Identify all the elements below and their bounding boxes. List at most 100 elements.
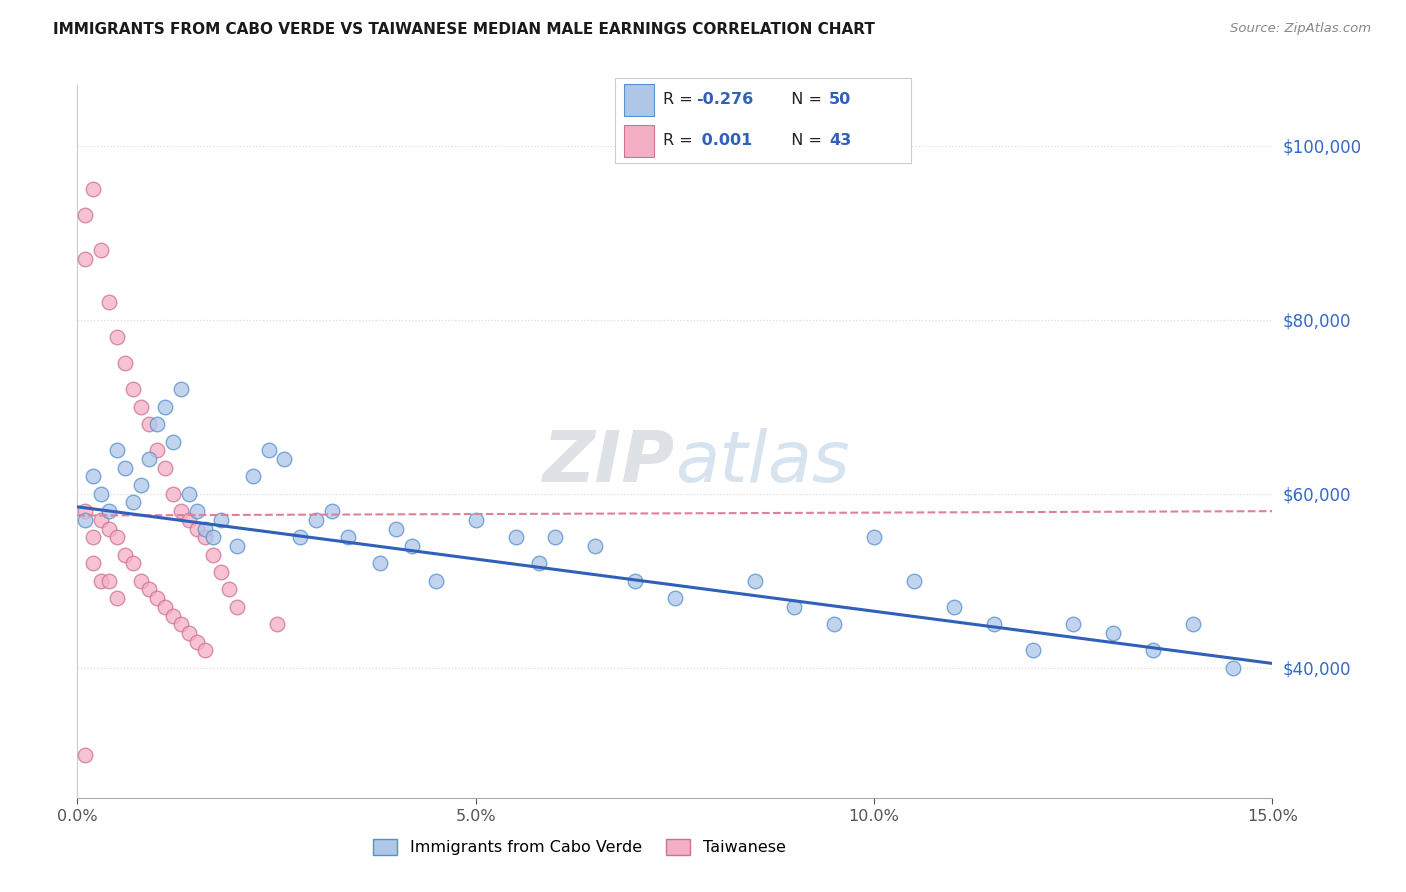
Point (425, 574, 447, 588)
Point (218, 582, 240, 597)
Point (105, 530, 128, 544)
Point (105, 591, 128, 606)
Point (1062, 617, 1084, 632)
Point (368, 557, 391, 571)
Point (90, 574, 112, 588)
Point (1222, 661, 1244, 675)
Point (209, 513, 232, 527)
Point (544, 530, 567, 544)
Point (903, 574, 925, 588)
Point (186, 522, 208, 536)
Point (170, 504, 193, 518)
Point (153, 400, 176, 414)
Point (194, 530, 217, 544)
Point (90, 513, 112, 527)
Point (98, 504, 121, 518)
Point (242, 469, 264, 483)
Point (75, 513, 97, 527)
Point (783, 599, 806, 614)
Point (162, 434, 184, 449)
Text: -0.276: -0.276 (696, 93, 754, 107)
Point (983, 617, 1005, 632)
Point (177, 513, 200, 527)
Point (1102, 626, 1125, 640)
Text: 43: 43 (830, 134, 852, 148)
Point (290, 530, 312, 544)
Point (194, 643, 217, 657)
Point (122, 382, 145, 396)
Text: Source: ZipAtlas.com: Source: ZipAtlas.com (1230, 22, 1371, 36)
Point (1022, 643, 1045, 657)
Point (624, 574, 647, 588)
Point (1181, 617, 1204, 632)
Point (114, 460, 136, 475)
Text: R =: R = (664, 93, 697, 107)
Text: R =: R = (664, 134, 697, 148)
Point (385, 522, 408, 536)
Point (225, 539, 247, 553)
Text: ZIP: ZIP (543, 428, 675, 498)
Text: N =: N = (780, 134, 827, 148)
Point (266, 617, 288, 632)
Bar (624, 84, 654, 116)
Point (1142, 643, 1164, 657)
Point (105, 443, 128, 458)
Point (129, 574, 152, 588)
Point (90, 243, 112, 257)
Point (114, 548, 136, 562)
Point (162, 487, 184, 501)
Point (194, 522, 217, 536)
Point (138, 582, 160, 597)
Point (105, 330, 128, 344)
Point (583, 539, 606, 553)
Point (98, 295, 121, 310)
Point (170, 617, 193, 632)
Text: N =: N = (780, 93, 827, 107)
Point (153, 599, 176, 614)
Point (98, 574, 121, 588)
Point (401, 539, 423, 553)
Bar (624, 125, 654, 157)
Point (75, 504, 97, 518)
Point (863, 530, 886, 544)
Point (153, 460, 176, 475)
FancyBboxPatch shape (614, 78, 911, 163)
Point (122, 557, 145, 571)
Point (505, 530, 527, 544)
Point (209, 565, 232, 579)
Point (305, 513, 328, 527)
Point (529, 557, 551, 571)
Point (82, 182, 104, 196)
Point (942, 599, 965, 614)
Point (177, 626, 200, 640)
Point (82, 557, 104, 571)
Point (186, 634, 208, 648)
Point (186, 504, 208, 518)
Point (90, 487, 112, 501)
Point (177, 487, 200, 501)
Point (129, 400, 152, 414)
Text: 50: 50 (830, 93, 852, 107)
Point (321, 504, 343, 518)
Point (75, 252, 97, 266)
Point (225, 599, 247, 614)
Point (823, 617, 845, 632)
Point (98, 522, 121, 536)
Point (82, 469, 104, 483)
Point (75, 747, 97, 762)
Point (114, 356, 136, 370)
Point (464, 513, 486, 527)
Text: 0.001: 0.001 (696, 134, 752, 148)
Legend: Immigrants from Cabo Verde, Taiwanese: Immigrants from Cabo Verde, Taiwanese (367, 833, 792, 862)
Point (138, 417, 160, 431)
Point (201, 548, 224, 562)
Point (162, 608, 184, 623)
Point (170, 382, 193, 396)
Point (201, 530, 224, 544)
Point (257, 443, 280, 458)
Point (75, 208, 97, 222)
Text: atlas: atlas (675, 428, 849, 498)
Text: IMMIGRANTS FROM CABO VERDE VS TAIWANESE MEDIAN MALE EARNINGS CORRELATION CHART: IMMIGRANTS FROM CABO VERDE VS TAIWANESE … (53, 22, 876, 37)
Point (744, 574, 766, 588)
Point (273, 452, 295, 467)
